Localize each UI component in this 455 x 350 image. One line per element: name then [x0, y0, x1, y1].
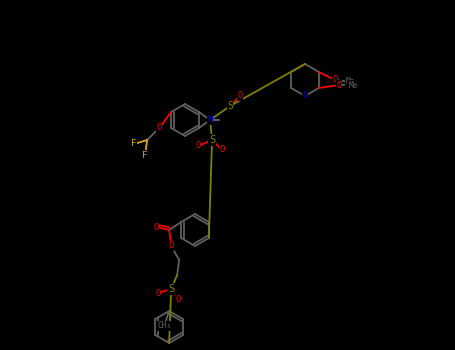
Text: O: O [238, 91, 243, 100]
Text: N: N [302, 91, 308, 100]
Text: S: S [209, 135, 215, 145]
Text: O: O [156, 288, 161, 298]
Text: F: F [131, 140, 137, 148]
Text: O: O [219, 146, 225, 154]
Text: O: O [195, 141, 201, 150]
Text: O: O [332, 76, 338, 84]
Text: S: S [168, 284, 174, 294]
Text: O: O [157, 124, 162, 133]
Text: F: F [142, 150, 148, 160]
Text: O: O [336, 80, 342, 90]
Text: O: O [176, 294, 181, 303]
Text: Me: Me [348, 80, 358, 90]
Text: S: S [227, 101, 233, 111]
Text: N: N [207, 116, 213, 125]
Text: CH₃: CH₃ [157, 322, 171, 330]
Text: Me: Me [345, 77, 354, 86]
Text: O: O [153, 223, 159, 231]
Text: O: O [168, 241, 174, 251]
Text: N: N [207, 116, 213, 125]
